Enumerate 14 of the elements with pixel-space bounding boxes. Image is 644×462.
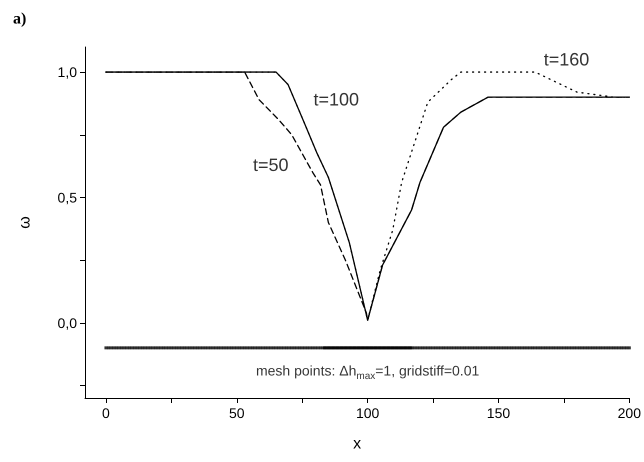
series-label: t=160 bbox=[544, 50, 590, 70]
y-tick-label: 0,0 bbox=[58, 314, 78, 331]
y-tick-label: 0,5 bbox=[58, 189, 78, 206]
x-tick-label: 150 bbox=[486, 405, 510, 421]
x-tick-label: 200 bbox=[618, 405, 642, 421]
y-axis-title: ω bbox=[16, 216, 34, 229]
chart-title: a) bbox=[13, 10, 26, 28]
series-label: t=50 bbox=[253, 154, 289, 175]
x-tick-label: 50 bbox=[228, 405, 245, 421]
x-axis-title: x bbox=[353, 436, 362, 452]
x-tick-label: 100 bbox=[356, 405, 380, 421]
y-tick-label: 1,0 bbox=[58, 64, 78, 80]
series-label: t=100 bbox=[313, 90, 359, 110]
x-tick-label: 0 bbox=[102, 405, 110, 421]
